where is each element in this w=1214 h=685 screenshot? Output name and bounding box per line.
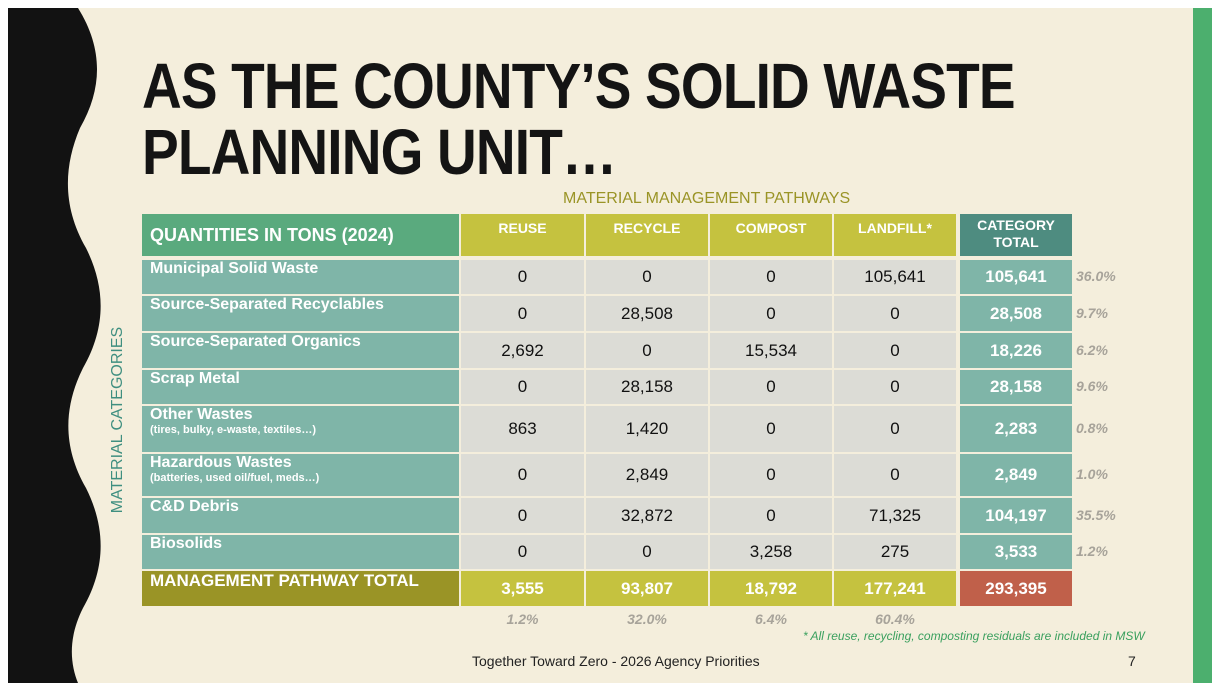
- cell-value: 0: [710, 498, 832, 533]
- cell-value: 0: [586, 333, 708, 368]
- pathway-share: 6.4%: [710, 610, 832, 628]
- category-share: 1.0%: [1076, 466, 1136, 484]
- row-label: Municipal Solid Waste: [142, 260, 459, 294]
- row-label-text: Other Wastes: [150, 406, 253, 424]
- category-share: 35.5%: [1076, 507, 1136, 525]
- cell-value: 28,508: [586, 296, 708, 331]
- row-label: Hazardous Wastes(batteries, used oil/fue…: [142, 454, 459, 496]
- footer: Together Toward Zero - 2026 Agency Prior…: [472, 653, 760, 669]
- accent-strip: [1193, 8, 1212, 683]
- row-label: C&D Debris: [142, 498, 459, 533]
- cell-value: 0: [834, 333, 956, 368]
- cell-value: 105,641: [834, 260, 956, 294]
- cell-value: 15,534: [710, 333, 832, 368]
- total-label: MANAGEMENT PATHWAY TOTAL: [142, 571, 459, 606]
- row-group-label: MATERIAL CATEGORIES: [109, 327, 127, 513]
- cell-value: 0: [710, 296, 832, 331]
- category-total: 2,283: [960, 406, 1072, 452]
- cell-value: 863: [461, 406, 584, 452]
- row-label-text: Scrap Metal: [150, 370, 240, 388]
- category-total: 104,197: [960, 498, 1072, 533]
- category-total: 2,849: [960, 454, 1072, 496]
- row-note: (tires, bulky, e-waste, textiles…): [150, 424, 316, 436]
- header-cell: LANDFILL*: [834, 214, 956, 256]
- slide: AS THE COUNTY’S SOLID WASTE PLANNING UNI…: [8, 8, 1212, 683]
- row-note: (batteries, used oil/fuel, meds…): [150, 472, 319, 484]
- row-label: Biosolids: [142, 535, 459, 569]
- cell-value: 3,258: [710, 535, 832, 569]
- title: AS THE COUNTY’S SOLID WASTE: [142, 54, 1015, 118]
- cell-value: 1,420: [586, 406, 708, 452]
- header-cell: RECYCLE: [586, 214, 708, 256]
- header-cell: REUSE: [461, 214, 584, 256]
- row-label: Source-Separated Recyclables: [142, 296, 459, 331]
- cell-value: 0: [461, 370, 584, 404]
- pathway-share: 1.2%: [461, 610, 584, 628]
- category-share: 0.8%: [1076, 420, 1136, 438]
- category-share: 6.2%: [1076, 342, 1136, 360]
- cell-value: 0: [834, 296, 956, 331]
- cell-value: 2,692: [461, 333, 584, 368]
- pathway-share: 60.4%: [834, 610, 956, 628]
- category-total: 28,508: [960, 296, 1072, 331]
- pathway-total: 93,807: [586, 571, 708, 606]
- row-label-text: Source-Separated Organics: [150, 333, 361, 351]
- pathway-share: 32.0%: [586, 610, 708, 628]
- cell-value: 0: [586, 260, 708, 294]
- category-total: 28,158: [960, 370, 1072, 404]
- grand-total: 293,395: [960, 571, 1072, 606]
- page: {"title_lines": ["AS THE COUNTY’S SOLID …: [0, 0, 1214, 685]
- cell-value: 0: [586, 535, 708, 569]
- category-share: 1.2%: [1076, 543, 1136, 561]
- cell-value: 0: [461, 454, 584, 496]
- pathway-total: 3,555: [461, 571, 584, 606]
- header-cell: CATEGORY TOTAL: [960, 214, 1072, 256]
- cell-value: 32,872: [586, 498, 708, 533]
- wavy-band: [8, 8, 101, 683]
- page-number: 7: [1128, 653, 1136, 669]
- cell-value: 0: [710, 260, 832, 294]
- cell-value: 275: [834, 535, 956, 569]
- category-share: 9.6%: [1076, 378, 1136, 396]
- cell-value: 0: [710, 370, 832, 404]
- column-group-label: MATERIAL MANAGEMENT PATHWAYS: [563, 190, 850, 208]
- cell-value: 0: [710, 406, 832, 452]
- pathway-total: 177,241: [834, 571, 956, 606]
- row-label-text: Municipal Solid Waste: [150, 260, 318, 278]
- cell-value: 0: [461, 498, 584, 533]
- row-label-text: C&D Debris: [150, 498, 239, 516]
- cell-value: 0: [461, 260, 584, 294]
- header-cell: QUANTITIES IN TONS (2024): [142, 214, 459, 256]
- header-cell: COMPOST: [710, 214, 832, 256]
- title: PLANNING UNIT…: [142, 120, 616, 184]
- cell-value: 0: [710, 454, 832, 496]
- row-label: Source-Separated Organics: [142, 333, 459, 368]
- row-label: Other Wastes(tires, bulky, e-waste, text…: [142, 406, 459, 452]
- row-label-text: Hazardous Wastes: [150, 454, 292, 472]
- cell-value: 0: [834, 406, 956, 452]
- footnote: * All reuse, recycling, composting resid…: [803, 629, 1145, 643]
- category-total: 3,533: [960, 535, 1072, 569]
- cell-value: 0: [461, 535, 584, 569]
- row-label-text: Source-Separated Recyclables: [150, 296, 384, 314]
- cell-value: 2,849: [586, 454, 708, 496]
- cell-value: 28,158: [586, 370, 708, 404]
- row-label-text: Biosolids: [150, 535, 222, 553]
- cell-value: 0: [461, 296, 584, 331]
- pathway-total: 18,792: [710, 571, 832, 606]
- cell-value: 0: [834, 370, 956, 404]
- cell-value: 0: [834, 454, 956, 496]
- category-total: 18,226: [960, 333, 1072, 368]
- row-label: Scrap Metal: [142, 370, 459, 404]
- category-share: 36.0%: [1076, 268, 1136, 286]
- category-total: 105,641: [960, 260, 1072, 294]
- category-share: 9.7%: [1076, 305, 1136, 323]
- cell-value: 71,325: [834, 498, 956, 533]
